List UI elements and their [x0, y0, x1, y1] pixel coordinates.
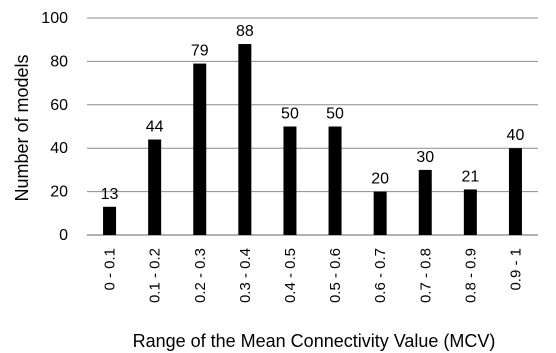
data-label: 13: [101, 186, 119, 203]
bar: [463, 189, 477, 235]
y-tick-label: 0: [59, 227, 68, 244]
data-label: 88: [236, 23, 254, 40]
data-label: 21: [461, 168, 479, 185]
data-label: 20: [371, 171, 389, 188]
x-tick-label: 0.3 - 0.4: [237, 248, 254, 303]
bar: [103, 206, 117, 235]
y-tick-label: 40: [50, 140, 68, 157]
y-axis-ticks: 0 20 40 60 80 100: [41, 10, 68, 244]
bar: [148, 139, 162, 235]
x-tick-label: 0.5 - 0.6: [327, 248, 344, 303]
x-tick-label: 0.6 - 0.7: [372, 248, 389, 303]
bar: [418, 169, 432, 235]
data-label: 79: [191, 43, 209, 60]
x-tick-label: 0.7 - 0.8: [417, 248, 434, 303]
x-axis-title: Range of the Mean Connectivity Value (MC…: [133, 331, 496, 351]
gridlines: [87, 17, 538, 236]
data-label: 40: [507, 127, 525, 144]
bar: [373, 191, 387, 235]
bar: [508, 148, 522, 235]
bars: [103, 44, 522, 235]
y-tick-label: 100: [41, 10, 68, 27]
data-label: 30: [416, 149, 434, 166]
bar: [193, 63, 207, 235]
x-tick-label: 0.1 - 0.2: [147, 248, 164, 303]
data-label: 50: [326, 106, 344, 123]
data-label: 44: [146, 119, 164, 136]
y-axis-title: Number of models: [12, 54, 32, 201]
data-label: 50: [281, 106, 299, 123]
x-tick-label: 0 - 0.1: [102, 248, 119, 291]
y-tick-label: 60: [50, 97, 68, 114]
y-tick-label: 80: [50, 53, 68, 70]
x-tick-label: 0.8 - 0.9: [462, 248, 479, 303]
x-tick-label: 0.4 - 0.5: [282, 248, 299, 303]
bar: [238, 44, 252, 235]
bar: [328, 126, 342, 235]
x-axis-ticks: 0 - 0.1 0.1 - 0.2 0.2 - 0.3 0.3 - 0.4 0.4 - …: [102, 248, 525, 303]
bar: [283, 126, 297, 235]
data-labels: 13 44 79 88 50 50 20 30 21 40: [101, 23, 525, 203]
x-tick-label: 0.2 - 0.3: [192, 248, 209, 303]
x-tick-label: 0.9 - 1: [507, 248, 524, 291]
y-tick-label: 20: [50, 184, 68, 201]
